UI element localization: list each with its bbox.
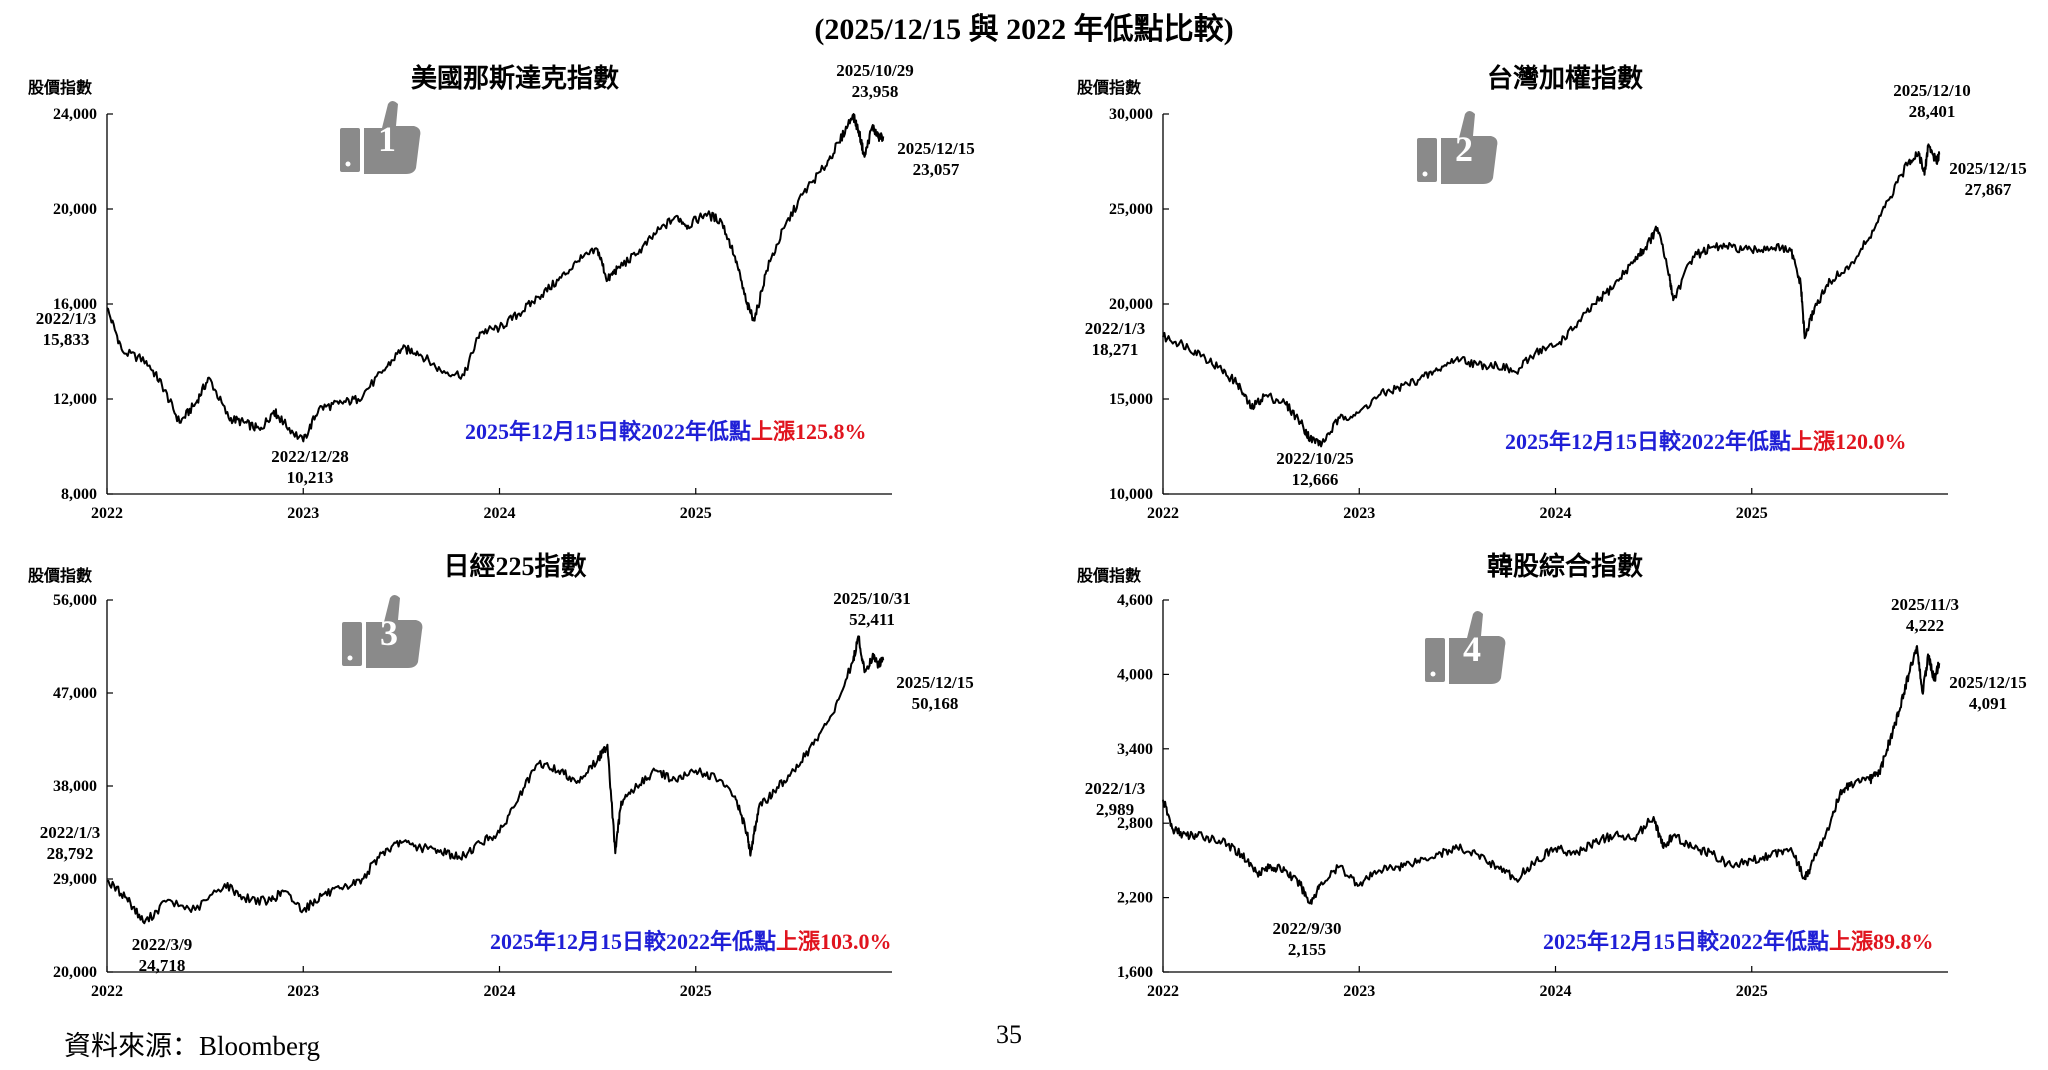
- x-tick-label: 2024: [1540, 983, 1572, 1000]
- y-tick-label: 38,000: [53, 778, 97, 795]
- change-note: 2025年12月15日較2022年低點上漲120.0%: [1505, 429, 1907, 454]
- x-tick-label: 2023: [1343, 505, 1375, 522]
- x-tick-label: 2025: [1736, 505, 1768, 522]
- chart-panel-nikkei: 20,000 29,000 38,000 47,000 56,000 2022 2023 20…: [10, 538, 1030, 1018]
- end-annotation: 2025/12/15 27,867: [1949, 159, 2027, 199]
- y-tick-label: 20,000: [53, 201, 97, 218]
- start-annotation: 2022/1/3 18,271: [1084, 319, 1146, 359]
- y-tick-label: 20,000: [1109, 296, 1153, 313]
- y-axis-unit: 股價指數: [28, 80, 93, 97]
- index-series-line: [1162, 143, 1941, 448]
- nikkei-chart-svg: 20,000 29,000 38,000 47,000 56,000 2022 2023 20…: [53, 592, 892, 1000]
- badge-number: 3: [380, 613, 398, 653]
- x-tick-label: 2023: [287, 505, 319, 522]
- end-annotation: 2025/12/15 23,057: [897, 139, 975, 179]
- y-tick-label: 24,000: [53, 106, 97, 123]
- y-tick-label: 56,000: [53, 592, 97, 609]
- page-title: (2025/12/15 與 2022 年低點比較): [814, 13, 1234, 46]
- change-note: 2025年12月15日較2022年低點上漲103.0%: [490, 929, 892, 954]
- change-note: 2025年12月15日較2022年低點上漲89.8%: [1543, 929, 1934, 954]
- y-tick-label: 47,000: [53, 685, 97, 702]
- low-annotation: 2022/12/28 10,213: [271, 447, 349, 487]
- peak-annotation: 2025/12/10 28,401: [1893, 81, 1971, 121]
- change-note: 2025年12月15日較2022年低點上漲125.8%: [465, 419, 867, 444]
- chart-panel-taiwan: 10,000 15,000 20,000 25,000 30,000 2022 2023 20…: [1063, 52, 2048, 532]
- x-tick-label: 2025: [680, 983, 712, 1000]
- index-series-line: [106, 113, 885, 443]
- y-tick-label: 4,600: [1117, 592, 1153, 609]
- y-axis-unit: 股價指數: [28, 568, 93, 585]
- y-axis-unit: 股價指數: [1077, 80, 1142, 97]
- index-series-line: [1162, 645, 1941, 905]
- y-tick-label: 8,000: [61, 486, 97, 503]
- taiwan-chart-svg: 10,000 15,000 20,000 25,000 30,000 2022 2023 20…: [1109, 106, 1948, 522]
- y-tick-label: 25,000: [1109, 201, 1153, 218]
- y-tick-label: 4,000: [1117, 666, 1153, 683]
- y-tick-label: 20,000: [53, 964, 97, 981]
- thumbs-up-icon: 1: [338, 98, 422, 178]
- chart-title: 韓股綜合指數: [1486, 552, 1644, 581]
- x-tick-label: 2024: [484, 505, 516, 522]
- peak-annotation: 2025/10/29 23,958: [836, 61, 914, 101]
- y-axis-unit: 股價指數: [1077, 568, 1142, 585]
- y-tick-label: 2,200: [1117, 890, 1153, 907]
- thumbs-up-icon: 3: [340, 592, 424, 672]
- nasdaq-chart-svg: 8,000 12,000 16,000 20,000 24,000 2022 2023 202…: [53, 106, 892, 522]
- end-annotation: 2025/12/15 50,168: [896, 673, 974, 713]
- chart-title: 日經225指數: [443, 552, 587, 581]
- x-tick-label: 2022: [91, 505, 123, 522]
- start-annotation: 2022/1/3 28,792: [39, 823, 101, 863]
- korea-chart-svg: 1,600 2,200 2,800 3,400 4,000 4,600 2022 2023 20…: [1117, 592, 1948, 1000]
- chart-title: 台灣加權指數: [1486, 64, 1644, 93]
- page-number: 35: [996, 1020, 1022, 1049]
- low-annotation: 2022/9/30 2,155: [1272, 919, 1342, 959]
- x-tick-label: 2023: [287, 983, 319, 1000]
- x-tick-label: 2025: [680, 505, 712, 522]
- source-note: 資料來源：Bloomberg: [64, 1031, 320, 1061]
- x-tick-label: 2022: [91, 983, 123, 1000]
- y-tick-label: 3,400: [1117, 741, 1153, 758]
- low-annotation: 2022/10/25 12,666: [1276, 449, 1354, 489]
- thumbs-up-icon: 2: [1415, 108, 1499, 188]
- x-tick-label: 2024: [1540, 505, 1572, 522]
- thumbs-up-icon: 4: [1423, 608, 1507, 688]
- badge-number: 1: [378, 119, 396, 159]
- x-tick-label: 2025: [1736, 983, 1768, 1000]
- y-tick-label: 15,000: [1109, 391, 1153, 408]
- y-tick-label: 16,000: [53, 296, 97, 313]
- x-tick-label: 2022: [1147, 983, 1179, 1000]
- y-tick-label: 29,000: [53, 871, 97, 888]
- end-annotation: 2025/12/15 4,091: [1949, 673, 2027, 713]
- chart-title: 美國那斯達克指數: [410, 64, 620, 93]
- chart-panel-nasdaq: 8,000 12,000 16,000 20,000 24,000 2022 2023 202…: [10, 52, 1030, 532]
- y-tick-label: 2,800: [1117, 815, 1153, 832]
- y-tick-label: 12,000: [53, 391, 97, 408]
- chart-panel-korea: 1,600 2,200 2,800 3,400 4,000 4,600 2022 2023 20…: [1063, 538, 2048, 1018]
- x-tick-label: 2022: [1147, 505, 1179, 522]
- start-annotation: 2022/1/3 2,989: [1084, 779, 1146, 819]
- index-series-line: [106, 635, 885, 925]
- y-tick-label: 1,600: [1117, 964, 1153, 981]
- y-tick-label: 10,000: [1109, 486, 1153, 503]
- peak-annotation: 2025/11/3 4,222: [1890, 595, 1960, 635]
- badge-number: 2: [1455, 129, 1473, 169]
- low-annotation: 2022/3/9 24,718: [131, 935, 193, 975]
- peak-annotation: 2025/10/31 52,411: [833, 589, 911, 629]
- x-tick-label: 2023: [1343, 983, 1375, 1000]
- x-tick-label: 2024: [484, 983, 516, 1000]
- start-annotation: 2022/1/3 15,833: [35, 309, 97, 349]
- y-tick-label: 30,000: [1109, 106, 1153, 123]
- badge-number: 4: [1463, 629, 1481, 669]
